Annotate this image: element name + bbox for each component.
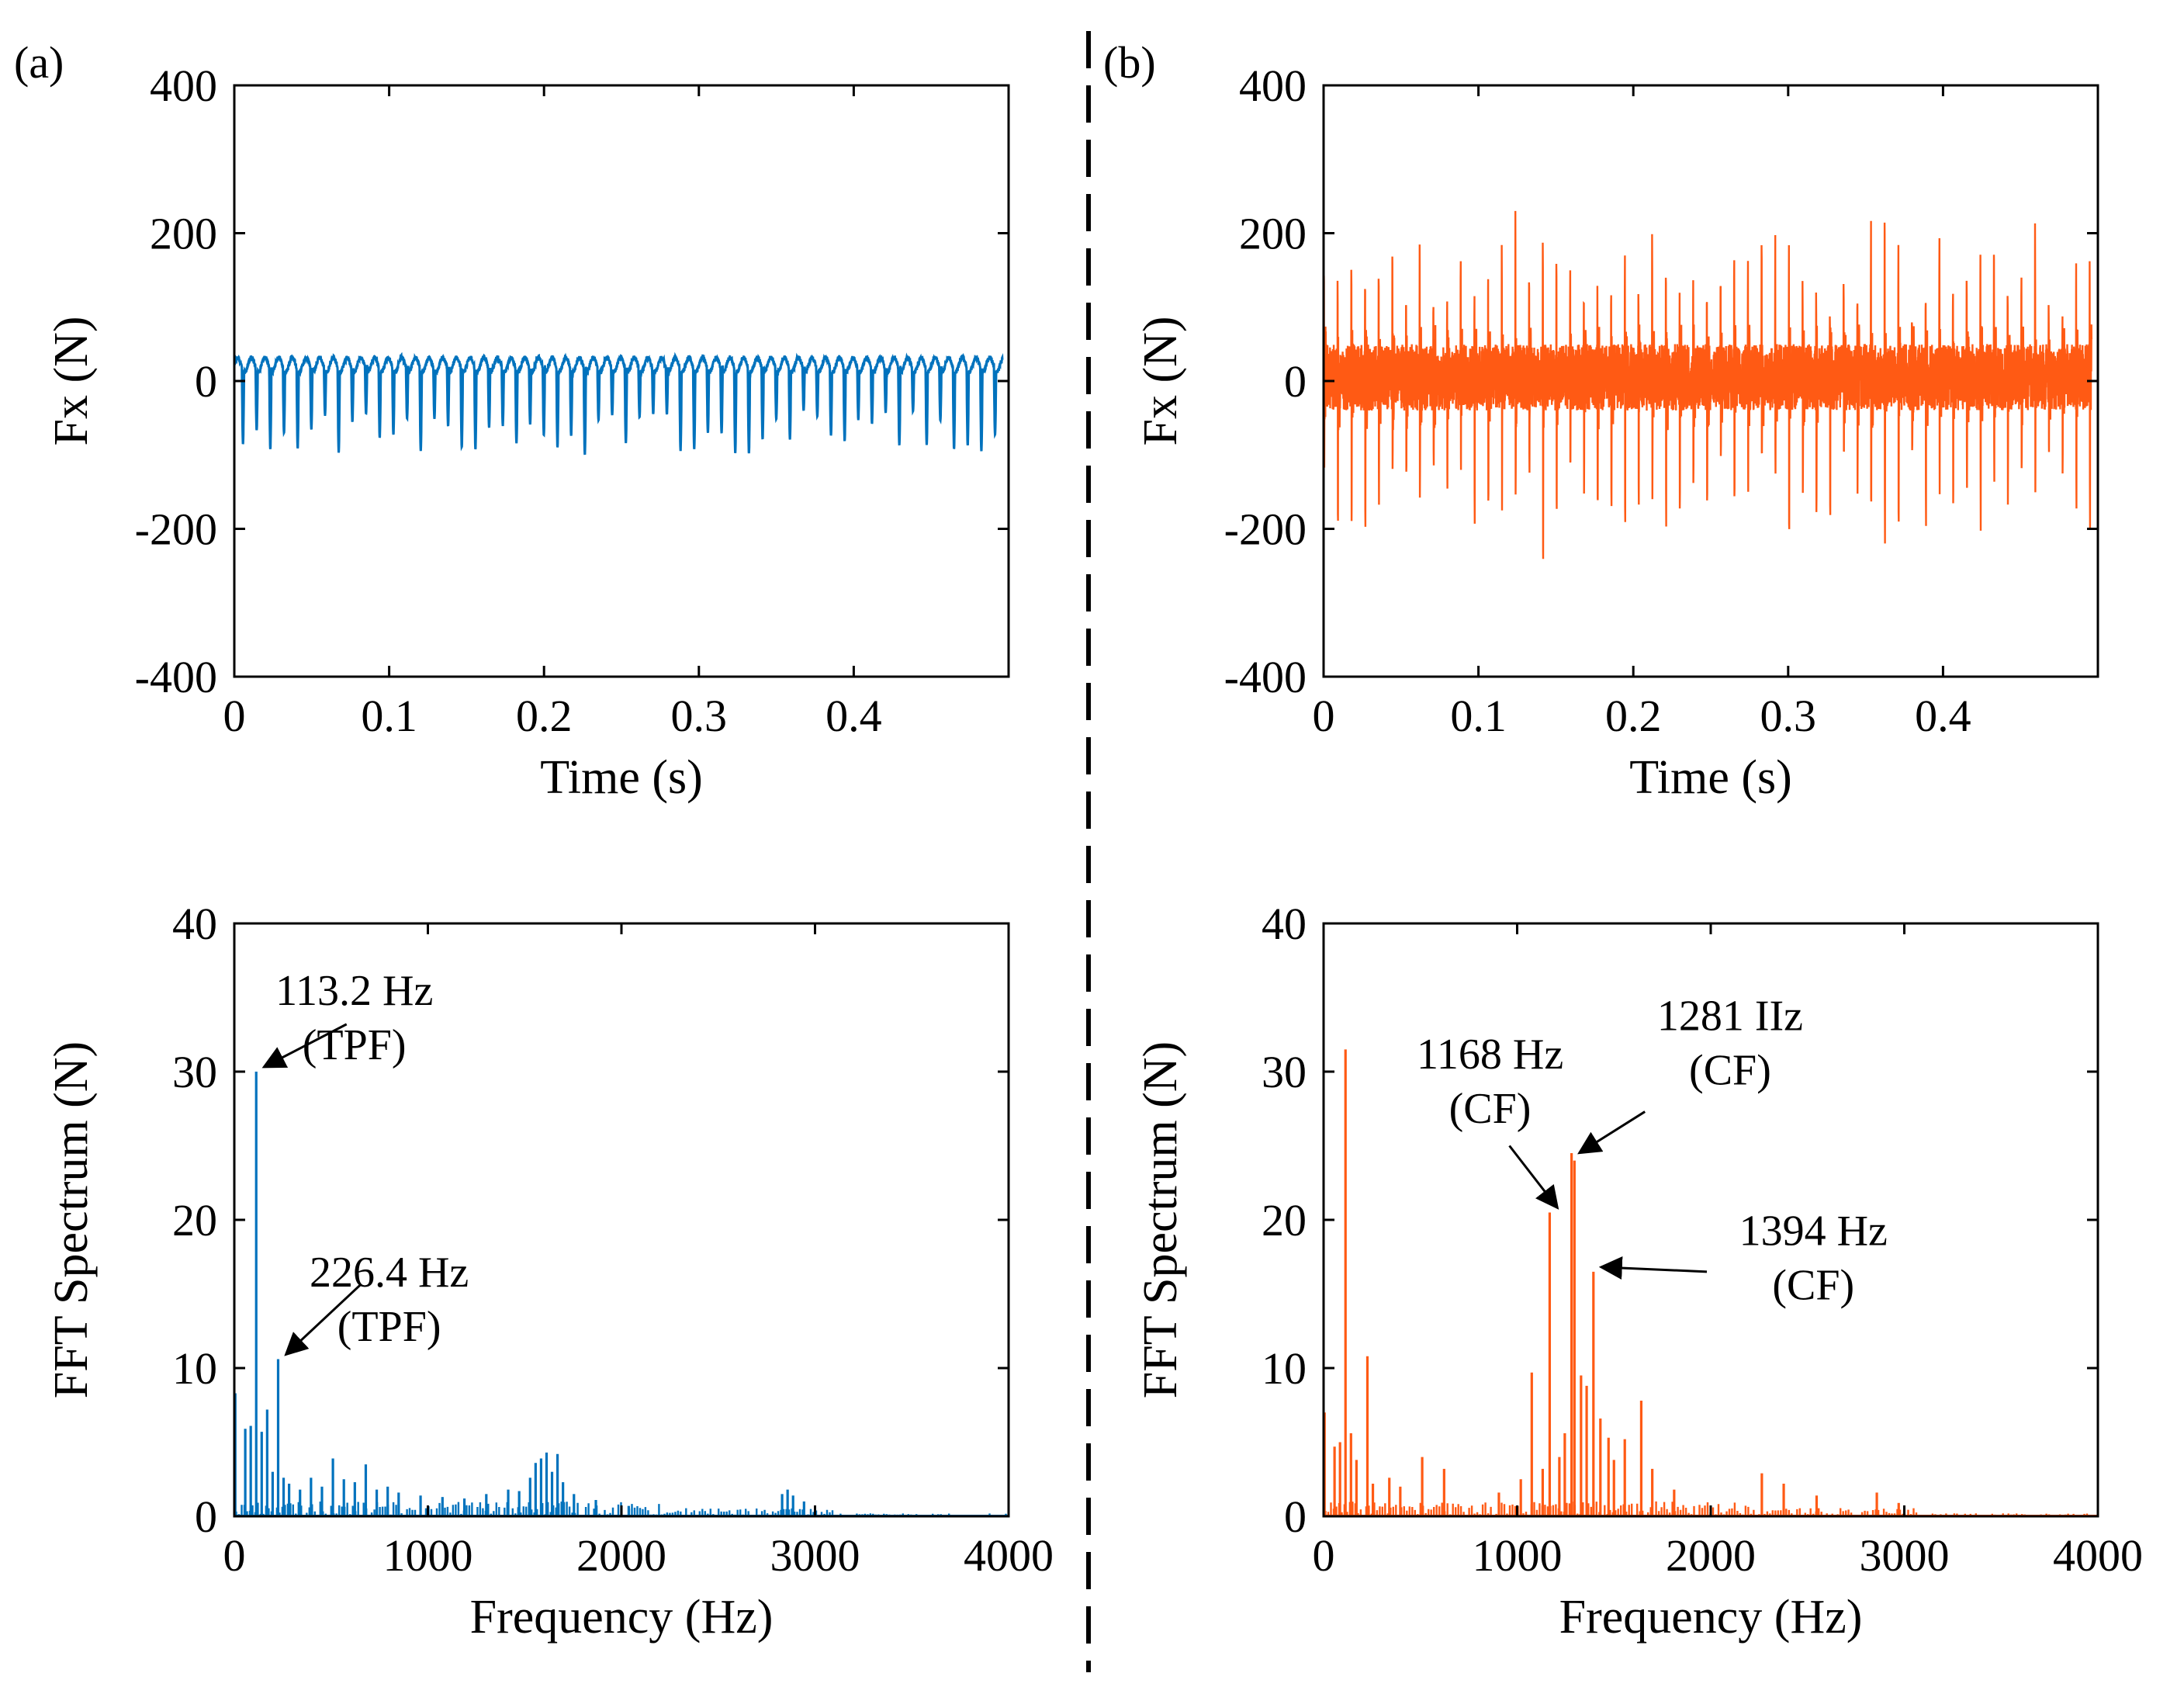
plot-area [1322,210,2093,559]
y-tick-label: 400 [150,61,217,111]
y-tick-label: 200 [150,209,217,259]
y-tick-label: 400 [1239,61,1307,111]
plot-area [233,352,1004,456]
series-line [1322,210,2093,559]
y-axis-label: FFT Spectrum (N) [1134,1041,1187,1398]
x-tick-label: 0.3 [671,691,728,741]
annotation-label: (CF) [1772,1261,1854,1309]
y-tick-label: 0 [195,356,217,407]
x-tick-label: 0.1 [361,691,417,741]
panel-label-a: (a) [14,37,64,88]
x-tick-label: 0.2 [1605,691,1662,741]
annotation-label: (CF) [1689,1047,1771,1095]
x-tick-label: 0.3 [1760,691,1817,741]
chart-b-time: 0 0.1 0.2 0.3 0.4 -400 -200 0 200 400 Time (s) Fx (… [1134,61,2099,804]
x-tick-label: 0.1 [1450,691,1507,741]
y-tick-label: 30 [172,1047,217,1097]
x-tick-label: 0.4 [1915,691,1971,741]
x-axis-label: Frequency (Hz) [470,1591,774,1644]
panel-label-b: (b) [1103,37,1156,88]
chart-a-fft: 0 1000 2000 3000 4000 0 10 20 30 40 Frequency (Hz)… [45,899,1054,1644]
annotation-arrow [1577,1110,1646,1155]
x-tick-label: 0 [1313,691,1335,741]
y-tick-label: 40 [172,899,217,949]
annotation-arrow [1598,1256,1708,1280]
y-tick-label: -400 [1224,652,1307,702]
x-tick-label: 3000 [770,1530,860,1581]
annotation-label: (TPF) [337,1303,441,1351]
annotation-label: 113.2 Hz [275,967,433,1015]
x-axis-label: Time (s) [540,751,703,804]
x-tick-label: 0 [223,691,246,741]
y-tick-label: -200 [135,504,217,555]
x-axis-label: Frequency (Hz) [1559,1591,1863,1644]
annotation-label: 1281 IIz [1657,992,1803,1041]
y-tick-label: 10 [1262,1343,1307,1394]
y-axis-label: FFT Spectrum (N) [45,1041,98,1398]
annotation-label: 1394 Hz [1739,1207,1888,1255]
x-axis-label: Time (s) [1629,751,1792,804]
annotation-label: (TPF) [303,1021,407,1069]
y-axis-label: Fx (N) [1134,316,1187,445]
series-line [233,352,1004,456]
y-tick-label: 40 [1262,899,1307,949]
annotation-label: 1168 Hz [1417,1031,1563,1079]
x-tick-label: 4000 [964,1530,1054,1581]
y-tick-label: 0 [1284,356,1307,407]
y-tick-label: 200 [1239,209,1307,259]
x-tick-label: 0 [1313,1530,1335,1581]
annotation-arrow [261,1023,348,1069]
y-tick-label: 20 [1262,1195,1307,1245]
x-tick-label: 0.2 [516,691,573,741]
x-tick-label: 0.4 [825,691,882,741]
annotation-label: (CF) [1449,1085,1532,1133]
y-tick-label: 20 [172,1195,217,1245]
chart-a-time: 0 0.1 0.2 0.3 0.4 -400 -200 0 200 400 Time (s) Fx (… [45,61,1010,804]
y-tick-label: 0 [195,1491,217,1542]
annotation-label: 226.4 Hz [310,1249,469,1297]
y-tick-label: 0 [1284,1491,1307,1542]
x-tick-label: 2000 [576,1530,666,1581]
chart-b-fft: 0 1000 2000 3000 4000 0 10 20 30 40 Frequency (Hz)… [1134,899,2143,1644]
x-tick-label: 1000 [383,1530,473,1581]
annotation-arrow [1508,1145,1559,1210]
x-tick-label: 0 [223,1530,246,1581]
x-tick-label: 4000 [2053,1530,2143,1581]
plot-area [1323,1049,2098,1516]
y-tick-label: -200 [1224,504,1307,555]
x-tick-label: 2000 [1666,1530,1756,1581]
x-tick-label: 3000 [1860,1530,1950,1581]
x-tick-label: 1000 [1473,1530,1563,1581]
annotation-arrow [284,1283,362,1356]
y-tick-label: 30 [1262,1047,1307,1097]
y-axis-label: Fx (N) [45,316,98,445]
y-tick-label: 10 [172,1343,217,1394]
y-tick-label: -400 [135,652,217,702]
